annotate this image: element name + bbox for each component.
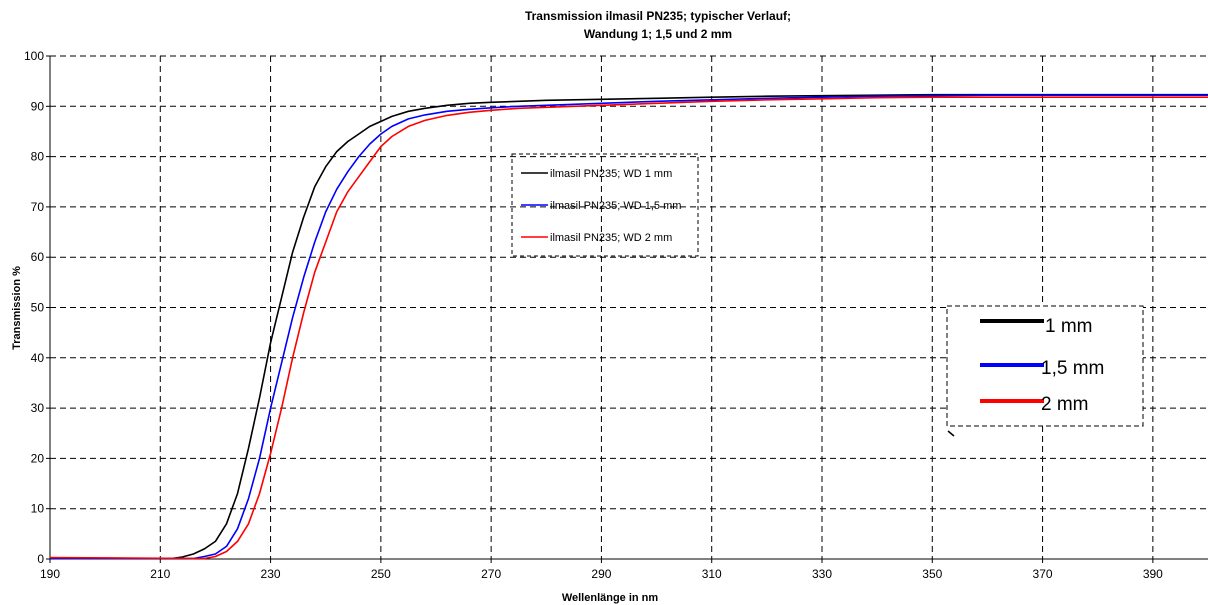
y-tick-label: 50 <box>31 301 45 315</box>
chart-title: Transmission ilmasil PN235; typischer Ve… <box>525 9 791 23</box>
legend-right-label-3: 2 mm <box>1041 394 1089 415</box>
legend-right-corner-mark <box>947 430 955 437</box>
x-tick-label: 250 <box>371 567 391 581</box>
series-line-1 <box>49 93 1208 560</box>
y-tick-label: 30 <box>31 401 45 415</box>
x-tick-label: 290 <box>591 567 611 581</box>
x-tick-label: 310 <box>702 567 722 581</box>
legend-center-label-1: ilmasil PN235; WD 1 mm <box>550 168 672 180</box>
x-axis-title: Wellenlänge in nm <box>562 592 659 604</box>
y-axis-title: Transmission % <box>11 266 23 350</box>
y-tick-label: 10 <box>31 502 45 516</box>
x-tick-label: 370 <box>1033 567 1053 581</box>
y-tick-label: 90 <box>31 99 45 113</box>
y-tick-label: 40 <box>31 351 45 365</box>
legend-center: ilmasil PN235; WD 1 mm ilmasil PN235; WD… <box>511 153 699 257</box>
legend-right-label-2: 1,5 mm <box>1041 358 1104 379</box>
x-tick-label: 190 <box>40 567 60 581</box>
data-series <box>49 93 1208 560</box>
series-line-3 <box>49 96 1208 560</box>
x-tick-label: 350 <box>922 567 942 581</box>
x-tick-labels: 190 210 230 250 270 290 310 330 350 370 390 <box>40 567 1163 581</box>
chart-subtitle: Wandung 1; 1,5 und 2 mm <box>584 27 732 41</box>
y-tick-label: 60 <box>31 250 45 264</box>
y-tick-label: 0 <box>37 552 44 566</box>
legend-right: 1 mm 1,5 mm 2 mm <box>946 305 1144 437</box>
y-tick-labels: 0 10 20 30 40 50 60 70 80 90 100 <box>24 49 44 566</box>
legend-right-box <box>946 305 1144 427</box>
x-tick-label: 270 <box>481 567 501 581</box>
y-tick-label: 70 <box>31 200 45 214</box>
y-tick-label: 80 <box>31 150 45 164</box>
x-tick-label: 210 <box>150 567 170 581</box>
x-tick-label: 390 <box>1143 567 1163 581</box>
y-tick-label: 100 <box>24 49 44 63</box>
axes <box>46 55 1208 563</box>
series-line-2 <box>50 94 1208 560</box>
legend-right-label-1: 1 mm <box>1045 316 1093 337</box>
x-tick-label: 330 <box>812 567 832 581</box>
x-tick-label: 230 <box>261 567 281 581</box>
legend-center-label-2: ilmasil PN235; WD 1,5 mm <box>550 200 681 212</box>
legend-center-label-3: ilmasil PN235; WD 2 mm <box>550 232 672 244</box>
legend-center-box <box>511 153 699 257</box>
y-tick-label: 20 <box>31 451 45 465</box>
